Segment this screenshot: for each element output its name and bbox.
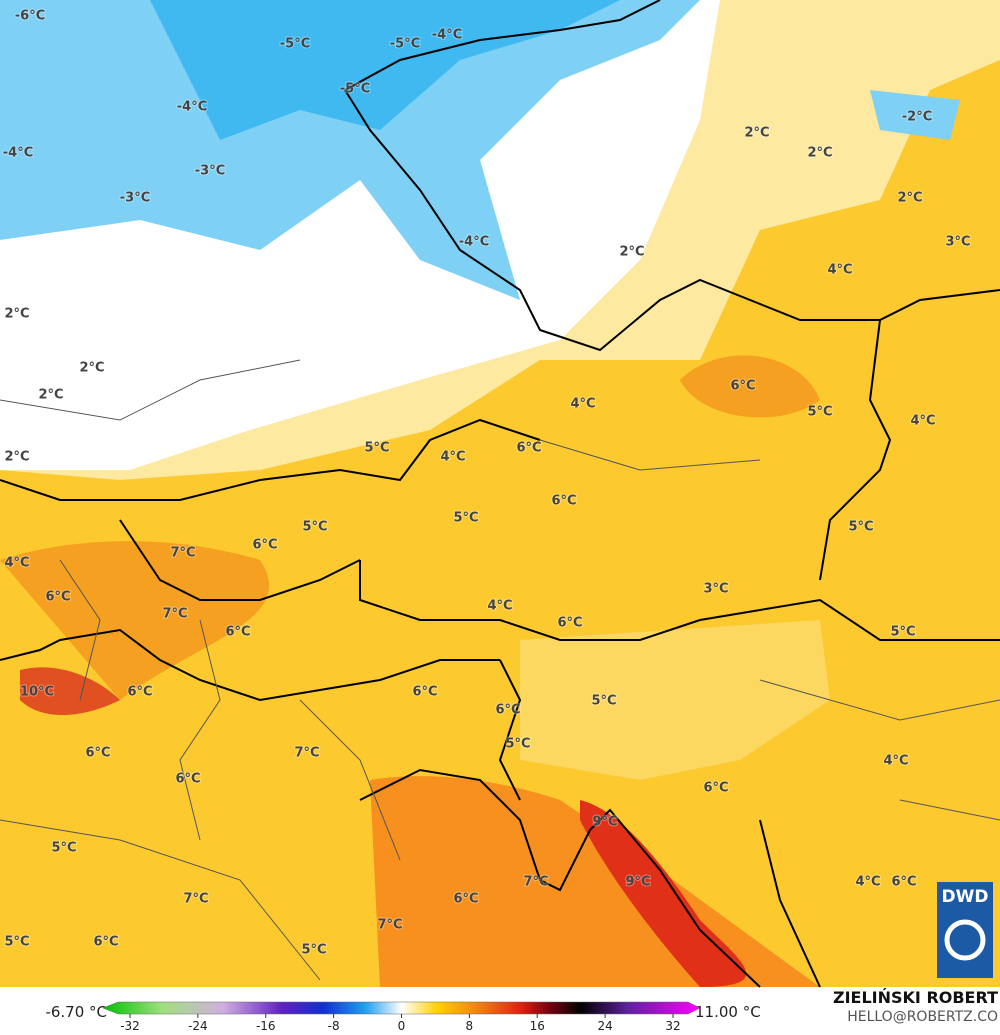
temperature-label: 5°C	[301, 943, 326, 958]
temperature-label: -5°C	[390, 37, 420, 52]
temperature-label: 6°C	[495, 703, 520, 718]
temperature-label: 4°C	[570, 397, 595, 412]
temperature-label: 2°C	[4, 450, 29, 465]
coast-hot-area	[580, 800, 747, 987]
temperature-label: 6°C	[516, 441, 541, 456]
temperature-label: 7°C	[183, 892, 208, 907]
hot-spot	[20, 667, 120, 715]
temperature-label: 4°C	[487, 599, 512, 614]
temperature-label: 5°C	[453, 511, 478, 526]
colorbar-tick-label: 0	[398, 1019, 406, 1033]
temperature-label: 2°C	[744, 126, 769, 141]
temperature-label: 5°C	[591, 694, 616, 709]
dwd-logo	[937, 882, 993, 978]
temperature-label: 7°C	[294, 746, 319, 761]
temperature-label: 6°C	[703, 781, 728, 796]
temperature-label: -4°C	[177, 100, 207, 115]
temperature-label: 5°C	[364, 441, 389, 456]
author: ZIELIŃSKI ROBERT	[833, 988, 998, 1007]
temperature-label: 2°C	[807, 146, 832, 161]
warm-area	[0, 541, 270, 700]
temperature-label: 2°C	[897, 191, 922, 206]
temperature-label: 6°C	[557, 616, 582, 631]
temperature-label: 4°C	[827, 263, 852, 278]
borders	[0, 0, 1000, 988]
temperature-label: 6°C	[225, 625, 250, 640]
colorbar-tick-label: 24	[597, 1019, 612, 1033]
lowland-area	[520, 620, 830, 780]
temperature-label: -3°C	[195, 164, 225, 179]
colorbar-tick-label: 8	[466, 1019, 474, 1033]
colorbar-tick-label: -24	[188, 1019, 208, 1033]
temperature-label: 4°C	[4, 556, 29, 571]
temperature-label: 9°C	[592, 815, 617, 830]
temperature-label: 2°C	[4, 307, 29, 322]
footer: -6.70 °C 11.00 °C -32 -24 -16 -8 0 8 16 24 32 ZI…	[45, 988, 998, 1033]
colorbar-tick-label: 32	[665, 1019, 680, 1033]
temperature-label: 7°C	[523, 875, 548, 890]
temperature-label: 4°C	[910, 414, 935, 429]
temperature-label: 6°C	[252, 538, 277, 553]
temperature-label: 5°C	[4, 935, 29, 950]
temperature-label: 2°C	[619, 245, 644, 260]
temperature-label: 5°C	[807, 405, 832, 420]
temperature-label: 6°C	[730, 379, 755, 394]
temperature-label: -6°C	[15, 9, 45, 24]
colorbar	[102, 1001, 701, 1015]
temperature-label: 3°C	[703, 582, 728, 597]
max-value: 11.00 °C	[695, 1003, 761, 1021]
temperature-label: 7°C	[162, 607, 187, 622]
temperature-label: 3°C	[945, 235, 970, 250]
temperature-label: 7°C	[377, 918, 402, 933]
cold-area	[0, 0, 700, 300]
temperature-label: 6°C	[412, 685, 437, 700]
temperature-label: 6°C	[453, 892, 478, 907]
colorbar-ticks: -32 -24 -16 -8 0 8 16 24 32	[120, 1014, 681, 1033]
cold-spot	[870, 90, 960, 140]
temperature-label: 6°C	[93, 935, 118, 950]
temperature-label: 6°C	[175, 772, 200, 787]
temperature-label: 6°C	[551, 494, 576, 509]
colorbar-tick-label: -8	[328, 1019, 340, 1033]
regions	[0, 359, 1000, 981]
temperature-label: 5°C	[848, 520, 873, 535]
temperature-label: 5°C	[302, 520, 327, 535]
temperature-label: 4°C	[883, 754, 908, 769]
email: HELLO@ROBERTZ.CO	[847, 1009, 998, 1025]
temperature-label: -4°C	[3, 146, 33, 161]
colorbar-tick-label: 16	[530, 1019, 545, 1033]
temperature-label: 6°C	[127, 685, 152, 700]
temperature-label: 5°C	[505, 737, 530, 752]
temperature-label: 2°C	[79, 361, 104, 376]
warm-area	[680, 355, 820, 418]
temperature-label: -2°C	[902, 110, 932, 125]
temperature-label: 5°C	[890, 625, 915, 640]
colorbar-tick-label: -16	[256, 1019, 276, 1033]
colorbar-tick-label: -32	[120, 1019, 140, 1033]
temperature-label: -5°C	[340, 82, 370, 97]
temperature-label: 7°C	[170, 546, 195, 561]
temperature-label: 6°C	[45, 590, 70, 605]
temperature-label: 4°C	[440, 450, 465, 465]
map: -6°C -5°C -5°C -4°C -5°C -4°C -4°C -3°C -3°C -2°C…	[0, 0, 1000, 988]
temperature-label: 5°C	[51, 841, 76, 856]
temperature-label: -3°C	[120, 191, 150, 206]
temperature-label: 6°C	[891, 875, 916, 890]
temperature-label: 10°C	[20, 685, 54, 700]
min-value: -6.70 °C	[45, 1003, 107, 1021]
dwd-logo-swirl	[944, 919, 986, 961]
temperature-label: -4°C	[459, 235, 489, 250]
temperature-label: 9°C	[625, 875, 650, 890]
temperature-labels: -6°C -5°C -5°C -4°C -5°C -4°C -4°C -3°C -3°C -2°C…	[2, 8, 972, 959]
temperature-label: 2°C	[38, 388, 63, 403]
temperature-label: 6°C	[85, 746, 110, 761]
coldest-area	[150, 0, 620, 140]
temperature-label: -5°C	[280, 37, 310, 52]
logo-text: DWD	[942, 887, 989, 907]
temperature-label: 4°C	[855, 875, 880, 890]
temperature-label: -4°C	[432, 28, 462, 43]
